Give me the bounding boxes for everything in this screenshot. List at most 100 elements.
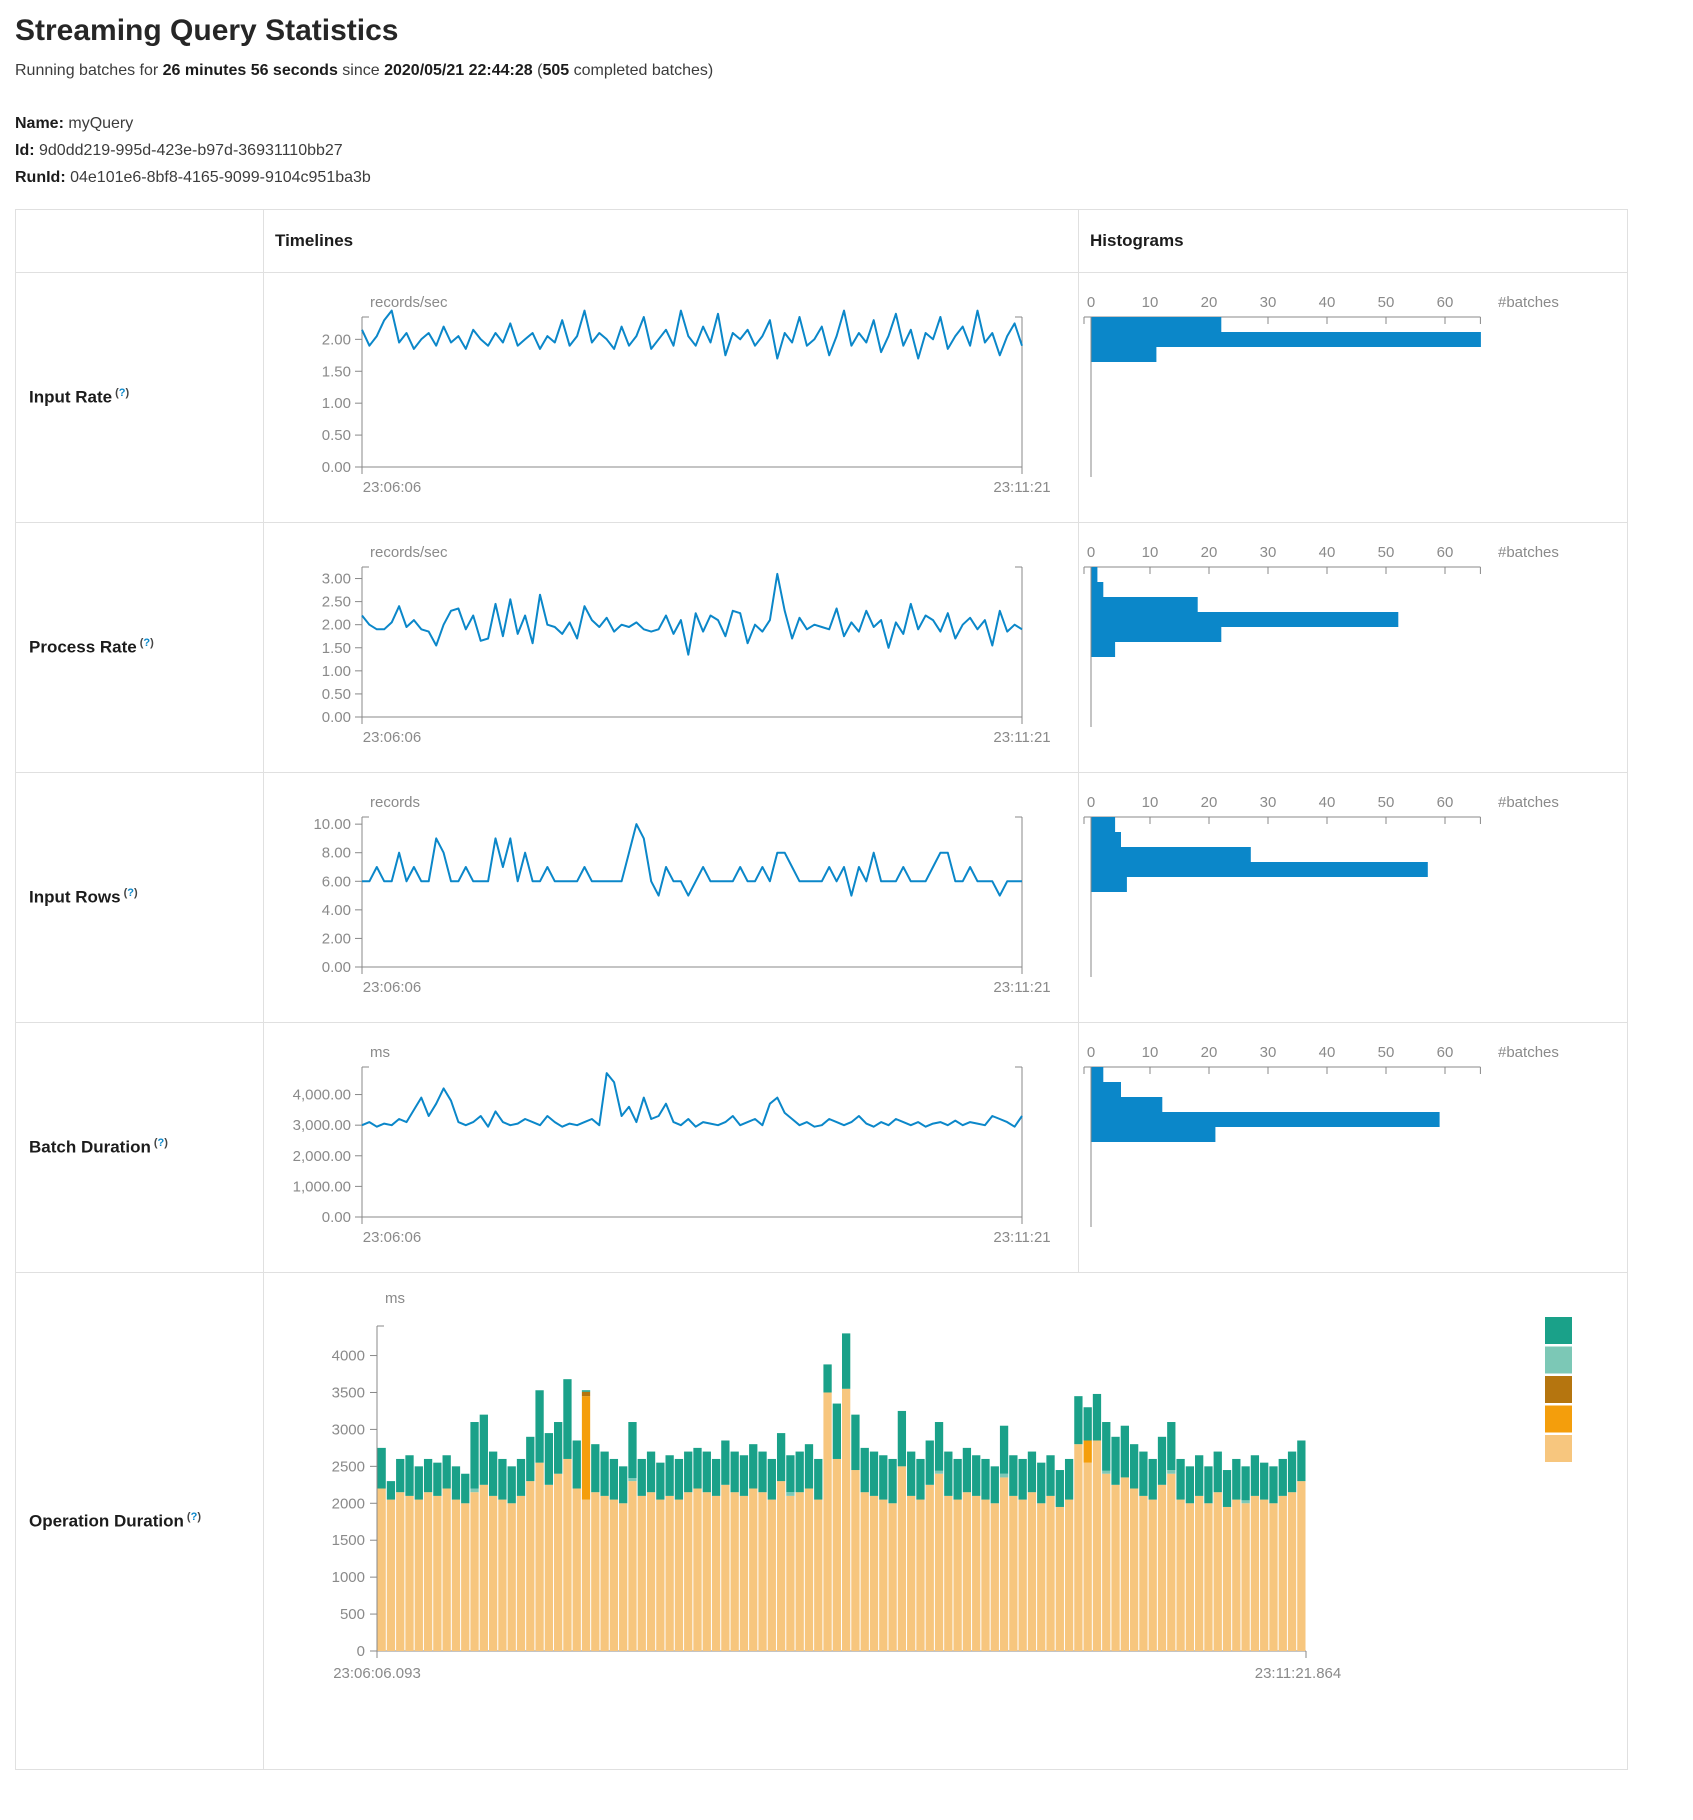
stacked-bar-segment <box>1250 1455 1260 1496</box>
stacked-bar-segment <box>656 1499 665 1651</box>
svg-text:40: 40 <box>1319 1044 1336 1061</box>
stacked-bar-segment <box>470 1422 479 1489</box>
help-icon[interactable]: (?) <box>115 387 130 400</box>
stacked-bar-segment <box>990 1503 999 1651</box>
stacked-bar-segment <box>897 1466 907 1651</box>
stacked-bar-segment <box>1213 1492 1222 1651</box>
stacked-bar-segment <box>516 1458 526 1496</box>
svg-text:500: 500 <box>340 1606 365 1623</box>
metric-row-operation-duration: Operation Duration (?) ms 4000 3500 3000 2500… <box>15 1272 1628 1770</box>
stacked-bar-segment <box>405 1495 414 1651</box>
stacked-bar-segment <box>619 1503 628 1651</box>
svg-text:23:11:21: 23:11:21 <box>993 1229 1050 1246</box>
svg-text:10: 10 <box>1142 294 1159 311</box>
svg-text:10: 10 <box>1142 544 1159 561</box>
svg-text:60: 60 <box>1437 544 1454 561</box>
svg-text:10.00: 10.00 <box>313 816 351 833</box>
svg-text:4.00: 4.00 <box>322 902 351 919</box>
svg-text:20: 20 <box>1201 1044 1218 1061</box>
svg-text:23:06:06: 23:06:06 <box>363 979 421 996</box>
stacked-bar-segment <box>516 1495 526 1651</box>
stacked-bar-segment <box>665 1495 674 1651</box>
streaming-query-statistics-page: Streaming Query Statistics Running batch… <box>0 14 1693 1770</box>
help-icon[interactable]: (?) <box>123 887 138 900</box>
stacked-bar-segment <box>563 1379 572 1459</box>
query-name-line: Name: myQuery <box>15 110 1693 137</box>
histogram-bar <box>1091 1082 1121 1097</box>
stacked-bar-segment <box>999 1477 1009 1651</box>
stacked-bar-segment <box>684 1492 693 1651</box>
stacked-bar-segment <box>1102 1470 1111 1474</box>
stacked-bar-segment <box>544 1484 554 1651</box>
stacked-bar-segment <box>572 1440 581 1489</box>
svg-text:4000: 4000 <box>332 1348 365 1365</box>
svg-text:1,000.00: 1,000.00 <box>293 1178 351 1195</box>
stacked-bar-segment <box>628 1478 637 1482</box>
stacked-bar-segment <box>637 1495 646 1651</box>
stacked-bar-segment <box>1074 1396 1083 1445</box>
svg-text:2000: 2000 <box>332 1495 365 1512</box>
query-runid-value: 04e101e6-8bf8-4165-9099-9104c951ba3b <box>70 169 371 186</box>
stacked-bar-segment <box>488 1495 498 1651</box>
histogram-bar <box>1091 332 1481 347</box>
column-header-empty <box>15 209 264 273</box>
stacked-bar-segment <box>1297 1440 1306 1482</box>
stacked-bar-segment <box>1185 1503 1195 1651</box>
stacked-bar-segment <box>1111 1436 1120 1485</box>
query-id-label: Id: <box>15 142 35 159</box>
stacked-bar-segment <box>665 1455 674 1496</box>
svg-text:23:06:06: 23:06:06 <box>363 1229 421 1246</box>
histogram-bar <box>1091 817 1116 832</box>
stacked-bar-segment <box>1092 1393 1102 1441</box>
stacked-bar-segment <box>1269 1466 1278 1504</box>
stacked-bar-segment <box>1167 1422 1176 1471</box>
query-runid-line: RunId: 04e101e6-8bf8-4165-9099-9104c951b… <box>15 164 1693 191</box>
stacked-bar-segment <box>702 1492 711 1651</box>
svg-text:10: 10 <box>1142 794 1159 811</box>
stacked-bar-segment <box>1139 1451 1148 1496</box>
timeline-series <box>361 572 1023 656</box>
stacked-bar-segment <box>554 1473 563 1651</box>
svg-text:records/sec: records/sec <box>370 544 448 561</box>
svg-text:records: records <box>370 794 420 811</box>
stacked-bar-segment <box>851 1470 860 1651</box>
stacked-bar-segment <box>999 1473 1009 1478</box>
stacked-bar-segment <box>981 1499 990 1651</box>
stacked-bar-segment <box>888 1458 897 1504</box>
svg-text:20: 20 <box>1201 794 1218 811</box>
timeline-chart-input-rows: records 10.00 8.00 6.00 4.00 2.00 0.00 23:06:06… <box>313 794 1050 996</box>
help-icon[interactable]: (?) <box>139 637 154 650</box>
stacked-bar-segment <box>869 1451 879 1496</box>
metric-row-input-rate: Input Rate (?) records/sec 2.00 1.50 1.00 0.5… <box>15 272 1628 523</box>
stacked-bar-segment <box>572 1488 581 1651</box>
stacked-bar-segment <box>1287 1492 1297 1651</box>
stacked-bar-segment <box>925 1440 934 1485</box>
stacked-bar-segment <box>563 1458 572 1651</box>
svg-text:40: 40 <box>1319 544 1336 561</box>
histogram-bar <box>1091 877 1127 892</box>
stacked-bar-segment <box>535 1390 544 1463</box>
stacked-bar-segment <box>628 1481 637 1651</box>
svg-text:50: 50 <box>1378 794 1395 811</box>
svg-text:3000: 3000 <box>332 1421 365 1438</box>
legend-swatch-light_teal <box>1545 1346 1572 1374</box>
timeline-series <box>361 1072 1023 1128</box>
stacked-bar-segment <box>804 1488 814 1651</box>
svg-text:0.00: 0.00 <box>322 959 351 976</box>
stacked-bar-segment <box>804 1444 814 1489</box>
svg-text:4,000.00: 4,000.00 <box>293 1087 351 1104</box>
svg-text:0.00: 0.00 <box>322 459 351 476</box>
stacked-bar-segment <box>1297 1481 1306 1651</box>
stacked-bar-segment <box>1009 1495 1018 1651</box>
svg-text:records/sec: records/sec <box>370 294 448 311</box>
svg-text:23:11:21: 23:11:21 <box>993 479 1050 496</box>
stacked-bar-segment <box>981 1458 990 1500</box>
stacked-bar-segment <box>1232 1458 1241 1500</box>
stacked-bar-segment <box>526 1436 535 1482</box>
help-icon[interactable]: (?) <box>153 1137 168 1150</box>
stacked-bar-segment <box>860 1447 869 1493</box>
help-icon[interactable]: (?) <box>186 1510 201 1523</box>
stacked-bar-segment <box>823 1364 832 1393</box>
stacked-bar-segment <box>1176 1499 1185 1651</box>
stacked-bar-segment <box>1037 1503 1046 1651</box>
